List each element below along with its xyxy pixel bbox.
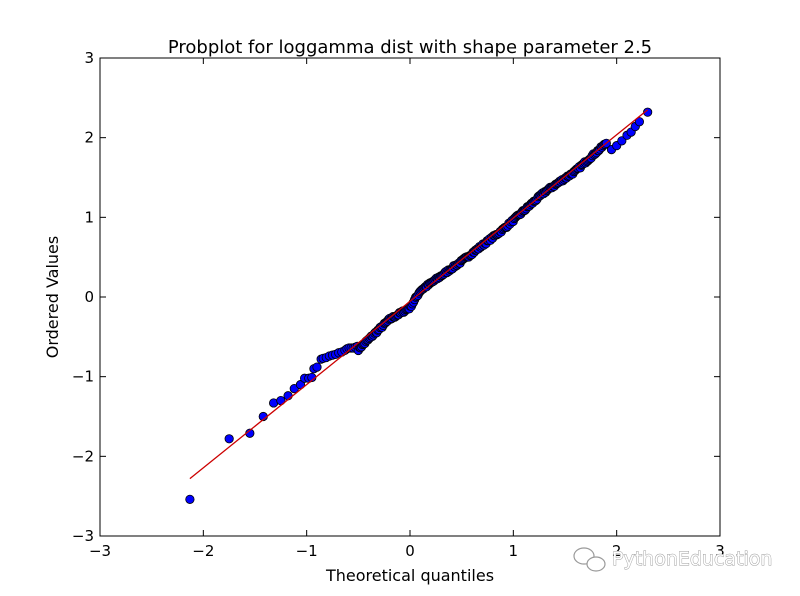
axis-ticks	[99, 57, 721, 537]
x-tick-label: 3	[715, 542, 725, 560]
x-tick-label: 2	[612, 542, 622, 560]
y-tick-label: 2	[84, 129, 94, 147]
x-tick-label: 0	[405, 542, 415, 560]
data-point	[643, 107, 653, 117]
y-tick-label: −2	[72, 447, 94, 465]
x-tick-label: 1	[509, 542, 519, 560]
x-axis-label: Theoretical quantiles	[325, 566, 494, 585]
y-tick-label: −1	[72, 368, 94, 386]
y-tick-label: 0	[84, 288, 94, 306]
wechat-icon	[573, 547, 606, 572]
data-point	[185, 494, 195, 504]
x-tick-labels: −3 −2 −1 0 1 2 3	[89, 542, 725, 560]
fit-line-layer	[189, 109, 649, 480]
x-tick-label: −1	[296, 542, 318, 560]
data-point	[617, 136, 627, 146]
y-axis-label: Ordered Values	[43, 236, 62, 358]
data-point	[634, 117, 645, 127]
data-point	[312, 362, 322, 372]
x-tick-label: −3	[89, 542, 111, 560]
plot-area-frame	[99, 57, 721, 537]
x-tick-label: −2	[192, 542, 214, 560]
y-tick-label: 3	[84, 49, 94, 67]
watermark-text: PythonEducation	[612, 548, 772, 570]
y-tick-label: −3	[72, 527, 94, 545]
watermark: PythonEducation	[573, 547, 773, 572]
chart-title: Probplot for loggamma dist with shape pa…	[168, 37, 652, 58]
y-tick-label: 1	[84, 208, 94, 226]
y-tick-labels: −3 −2 −1 0 1 2 3	[72, 49, 94, 545]
fit-line	[189, 109, 649, 480]
data-point	[224, 434, 234, 444]
